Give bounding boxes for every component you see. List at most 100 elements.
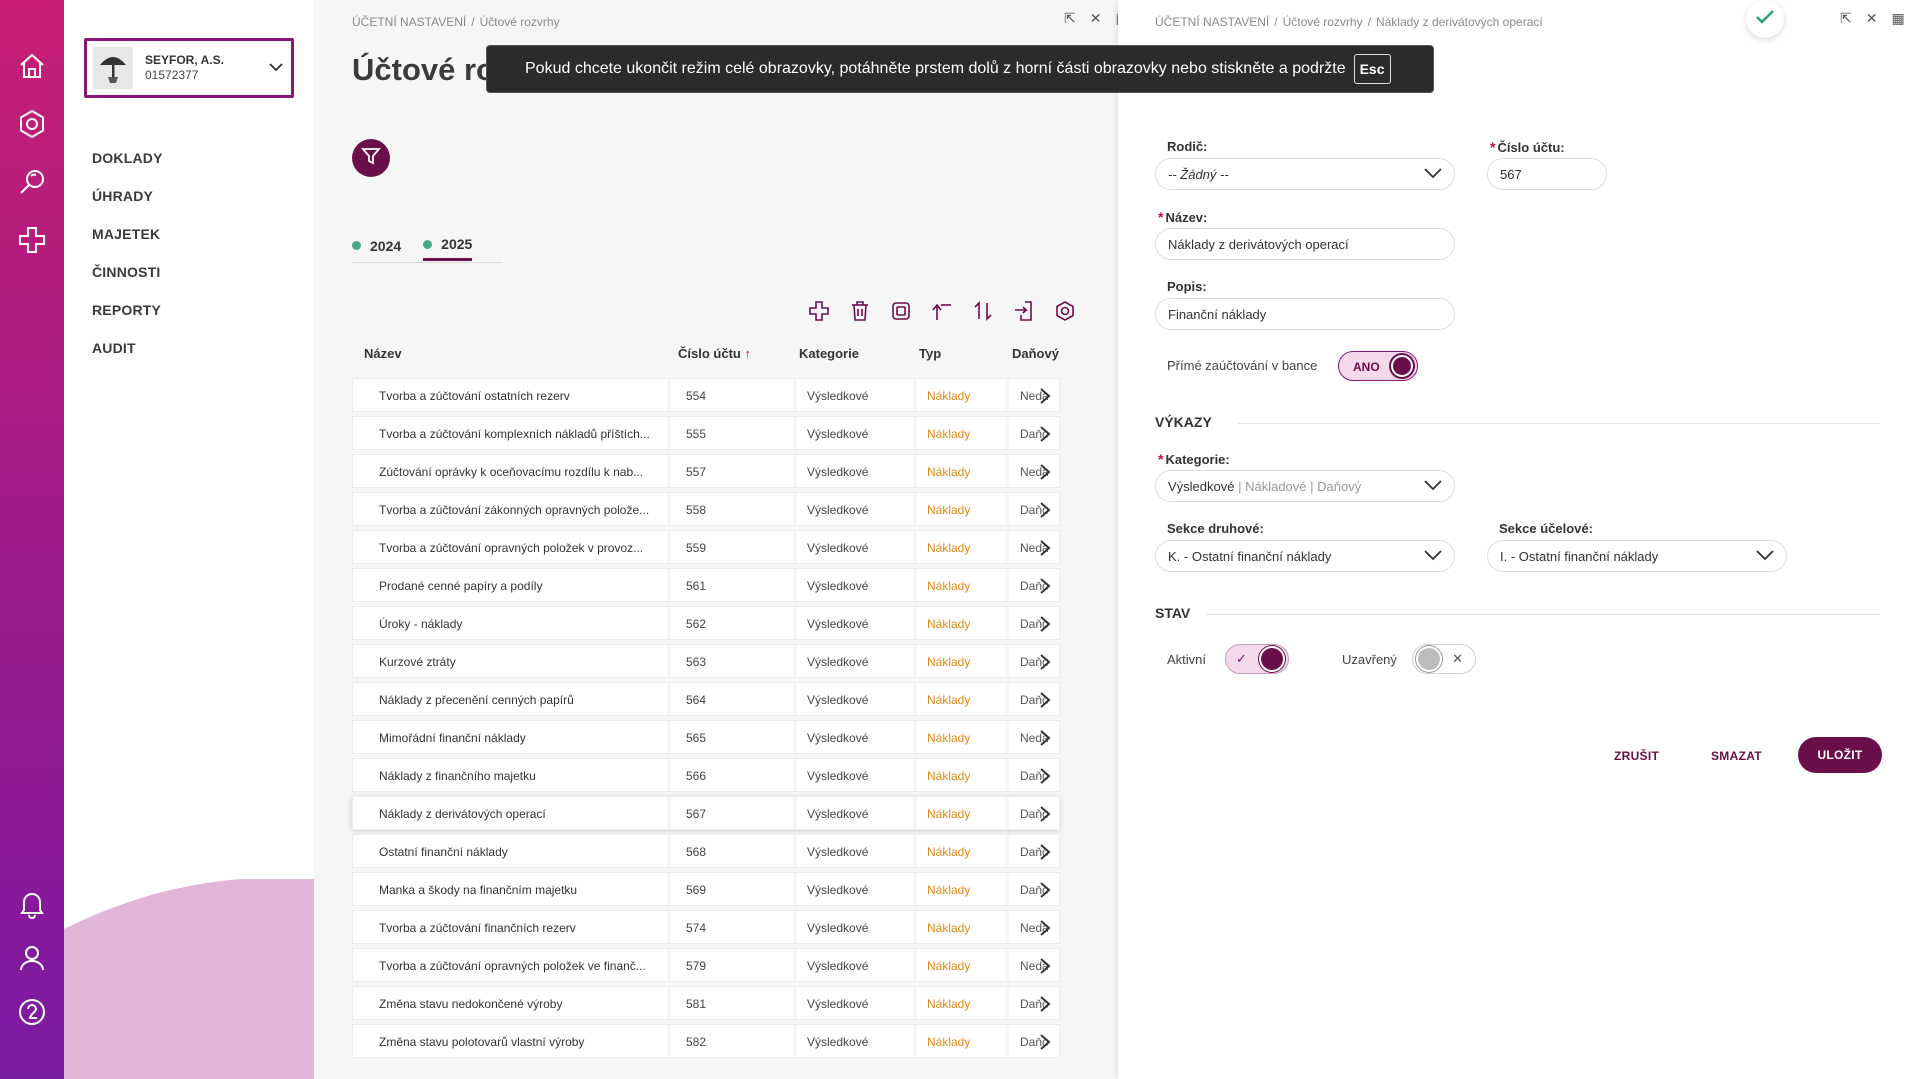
chevron-right-icon[interactable] [1039, 653, 1051, 674]
delete-button[interactable]: SMAZAT [1711, 749, 1762, 763]
table-row[interactable]: Změna stavu nedokončené výroby 581 Výsledk… [352, 986, 1060, 1020]
chevron-right-icon[interactable] [1039, 805, 1051, 826]
section-purpose-select[interactable]: I. - Ostatní finanční náklady [1487, 540, 1787, 572]
section-kind-select[interactable]: K. - Ostatní finanční náklady [1155, 540, 1455, 572]
sort-icon[interactable] [970, 298, 996, 324]
nav-item-majetek[interactable]: MAJETEK [92, 226, 161, 242]
help-icon[interactable] [16, 996, 48, 1028]
chevron-right-icon[interactable] [1039, 425, 1051, 446]
chevron-right-icon[interactable] [1039, 1033, 1051, 1054]
parent-value: -- Žádný -- [1168, 167, 1229, 182]
delete-icon[interactable] [847, 298, 873, 324]
chevron-right-icon[interactable] [1039, 919, 1051, 940]
cell-name: Tvorba a zúčtování opravných položek v p… [379, 541, 644, 555]
chevron-right-icon[interactable] [1039, 615, 1051, 636]
table-row[interactable]: Tvorba a zúčtování opravných položek v p… [352, 530, 1060, 564]
export-icon[interactable] [1011, 298, 1037, 324]
table-row[interactable]: Mimořádní finanční náklady 565 Výsledkové N… [352, 720, 1060, 754]
chevron-right-icon[interactable] [1039, 957, 1051, 978]
direct-posting-toggle[interactable]: ANO [1338, 351, 1418, 381]
table-row[interactable]: Prodané cenné papíry a podíly 561 Výsledko… [352, 568, 1060, 602]
name-field[interactable]: Náklady z derivátových operací [1155, 228, 1455, 260]
nav-item-doklady[interactable]: DOKLADY [92, 150, 163, 166]
cell-category: Výsledkové [807, 427, 869, 441]
user-icon[interactable] [16, 942, 48, 974]
confirm-button[interactable] [1746, 0, 1784, 38]
cell-number: 563 [686, 655, 707, 669]
breadcrumb-item[interactable]: ÚČETNÍ NASTAVENÍ [1155, 15, 1270, 29]
table-row[interactable]: Tvorba a zúčtování zákonných opravných p… [352, 492, 1060, 526]
chevron-right-icon[interactable] [1039, 843, 1051, 864]
tab-label: 2024 [370, 237, 402, 254]
chevron-right-icon[interactable] [1039, 691, 1051, 712]
cancel-button[interactable]: ZRUŠIT [1614, 749, 1660, 763]
description-field[interactable]: Finanční náklady [1155, 298, 1455, 330]
chevron-right-icon[interactable] [1039, 729, 1051, 750]
account-number-field[interactable]: 567 [1487, 158, 1607, 190]
breadcrumb-item: Náklady z derivátových operací [1375, 15, 1543, 29]
add-icon[interactable] [806, 298, 832, 324]
tab-year-2025[interactable]: 2025 [423, 236, 473, 261]
nav-item-cinnosti[interactable]: ČINNOSTI [92, 264, 161, 280]
active-toggle[interactable]: ✓ [1225, 644, 1289, 674]
settings-icon[interactable] [16, 108, 48, 140]
breadcrumb-item[interactable]: Účtové rozvrhy [479, 15, 560, 29]
save-button[interactable]: ULOŽIT [1798, 737, 1882, 773]
chevron-right-icon[interactable] [1039, 463, 1051, 484]
chevron-right-icon[interactable] [1039, 767, 1051, 788]
closed-toggle[interactable]: ✕ [1412, 644, 1476, 674]
nav-item-reporty[interactable]: REPORTY [92, 302, 162, 318]
chevron-right-icon[interactable] [1039, 881, 1051, 902]
direct-posting-label: Přímé zaúčtování v bance [1167, 358, 1318, 373]
column-header-tax[interactable]: Daňový [1012, 346, 1059, 361]
table-row[interactable]: Tvorba a zúčtování ostatních rezerv 554 Vý… [352, 378, 1060, 412]
search-icon[interactable] [16, 166, 48, 198]
company-selector[interactable]: SEYFOR, A.S. 01572377 [84, 38, 294, 98]
table-row[interactable]: Tvorba a zúčtování finančních rezerv 574 V… [352, 910, 1060, 944]
calculator-icon[interactable]: ▦ [1891, 10, 1905, 26]
category-select[interactable]: Výsledkové | Nákladové | Daňový [1155, 470, 1455, 502]
table-row[interactable]: Tvorba a zúčtování opravných položek ve … [352, 948, 1060, 982]
breadcrumb-item[interactable]: ÚČETNÍ NASTAVENÍ [352, 15, 467, 29]
table-row[interactable]: Úroky - náklady 562 Výsledkové Náklady Daňov… [352, 606, 1060, 640]
add-icon[interactable] [16, 224, 48, 256]
calculator-icon[interactable]: ▦ [1115, 10, 1118, 27]
table-row[interactable]: Ostatní finanční náklady 568 Výsledkové Nák… [352, 834, 1060, 868]
breadcrumb-item[interactable]: Účtové rozvrhy [1282, 15, 1363, 29]
chevron-down-icon [1424, 549, 1442, 564]
table-row[interactable]: Změna stavu polotovarů vlastní výroby 582… [352, 1024, 1060, 1058]
table-row[interactable]: Tvorba a zúčtování komplexních nákladů p… [352, 416, 1060, 450]
account-list-panel: ÚČETNÍ NASTAVENÍ/Účtové rozvrhy ⇱ ✕ ▦ Úč… [314, 0, 1118, 1079]
chevron-right-icon[interactable] [1039, 501, 1051, 522]
open-external-icon[interactable]: ⇱ [1064, 10, 1076, 26]
tab-year-2024[interactable]: 2024 [352, 236, 401, 261]
close-icon[interactable]: ✕ [1865, 10, 1878, 26]
table-row[interactable]: Náklady z derivátových operací 567 Výsledk… [352, 796, 1060, 830]
table-row[interactable]: Zúčtování oprávky k oceňovacímu rozdílu … [352, 454, 1060, 488]
page-title: Účtové ro [352, 52, 495, 87]
table-row[interactable]: Náklady z finančního majetku 566 Výsledkov… [352, 758, 1060, 792]
close-icon[interactable]: ✕ [1089, 10, 1102, 26]
move-up-icon[interactable] [929, 298, 955, 324]
open-external-icon[interactable]: ⇱ [1840, 10, 1852, 26]
table-row[interactable]: Kurzové ztráty 563 Výsledkové Náklady Daňový [352, 644, 1060, 678]
chevron-right-icon[interactable] [1039, 539, 1051, 560]
home-icon[interactable] [16, 50, 48, 82]
column-header-type[interactable]: Typ [919, 346, 942, 361]
cell-type: Náklady [927, 503, 971, 517]
column-header-number[interactable]: Číslo účtu ↑ [678, 346, 751, 361]
chevron-right-icon[interactable] [1039, 577, 1051, 598]
column-header-name[interactable]: Název [364, 346, 402, 361]
parent-select[interactable]: -- Žádný -- [1155, 158, 1455, 190]
settings-icon[interactable] [1052, 298, 1078, 324]
chevron-right-icon[interactable] [1039, 995, 1051, 1016]
table-row[interactable]: Náklady z přecenění cenných papírů 564 Výs… [352, 682, 1060, 716]
column-header-category[interactable]: Kategorie [799, 346, 859, 361]
table-row[interactable]: Manka a škody na finančním majetku 569 Výs… [352, 872, 1060, 906]
bell-icon[interactable] [16, 888, 48, 920]
nav-item-audit[interactable]: AUDIT [92, 340, 136, 356]
copy-icon[interactable] [888, 298, 914, 324]
nav-item-uhrady[interactable]: ÚHRADY [92, 188, 154, 204]
chevron-right-icon[interactable] [1039, 387, 1051, 408]
filter-button[interactable] [352, 139, 390, 177]
